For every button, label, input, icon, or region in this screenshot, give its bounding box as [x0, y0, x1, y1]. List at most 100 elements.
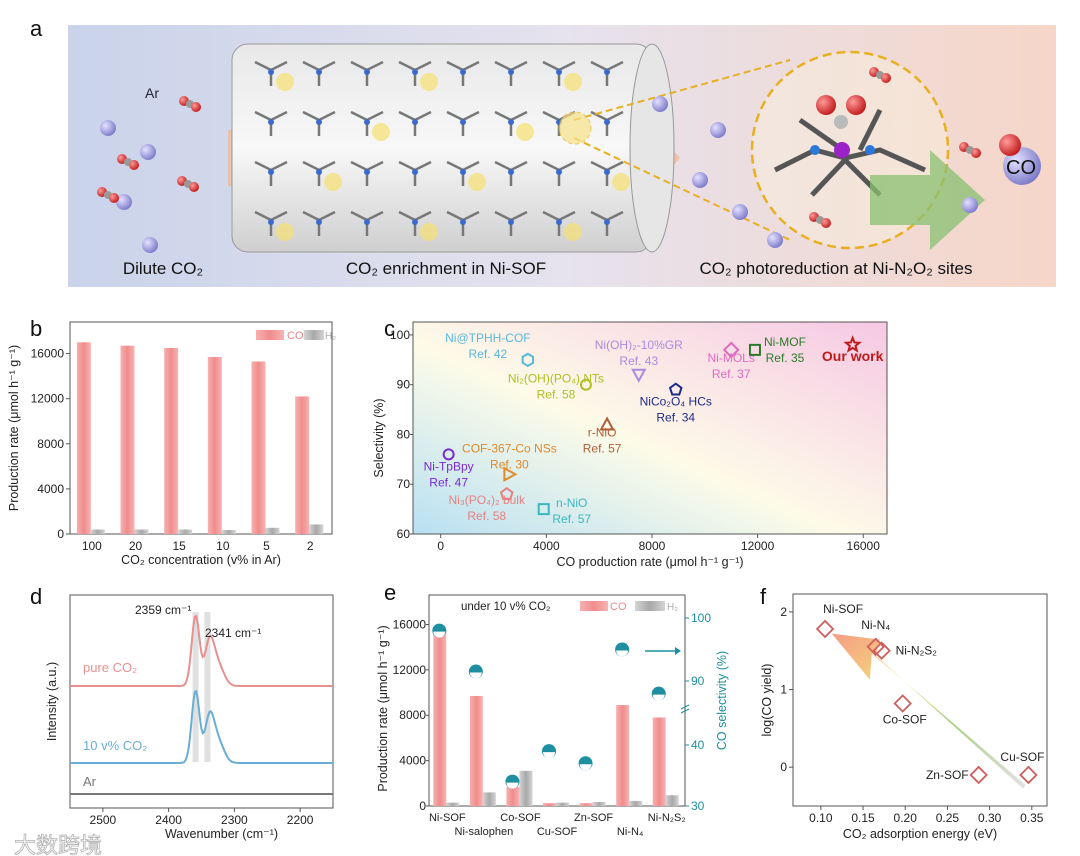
product-arrow — [870, 150, 985, 250]
legend-swatch-h2 — [635, 601, 665, 611]
y2-tick-label: 40 — [691, 738, 705, 752]
bar-h2 — [134, 529, 149, 534]
plot-frame — [792, 593, 1048, 807]
framework-metal-site — [268, 69, 274, 75]
framework-metal-site — [316, 169, 322, 175]
argon-atom — [732, 204, 748, 220]
bar-co — [543, 803, 556, 806]
framework-metal-site — [364, 119, 370, 125]
x-tick-label: Co-SOF — [500, 812, 541, 824]
x-axis-label: CO₂ adsorption energy (eV) — [843, 827, 997, 841]
caption-dilute-co2: Dilute CO₂ — [123, 259, 203, 278]
point-label: Ni₃(PO₄)₂ bulk — [449, 493, 526, 507]
y-axis-label: Production rate (μmol h⁻¹ g⁻¹) — [376, 625, 390, 791]
framework-metal-site — [556, 169, 562, 175]
x-axis-label: CO production rate (μmol h⁻¹ g⁻¹) — [556, 555, 743, 569]
marker-square — [537, 503, 550, 516]
panel-c-chart: 0 4000 8000 12000 16000 60 70 80 90 100 CO product… — [372, 321, 888, 569]
panel-label-c: c — [384, 316, 395, 341]
plot-frame — [69, 594, 334, 809]
x-tick-label: Ni-SOF — [429, 812, 466, 824]
y-tick-label: 70 — [397, 477, 411, 491]
caption-co2-photoreduction: CO₂ photoreduction at Ni-N₂O₂ sites — [699, 259, 972, 278]
selectivity-marker-half — [652, 694, 665, 701]
bar-co — [295, 396, 310, 534]
selectivity-marker-half — [579, 764, 592, 771]
bar-co — [579, 803, 593, 806]
plot-frame — [69, 321, 333, 535]
x-tick-label: Cu-SOF — [537, 826, 578, 838]
x-tick-label: 2 — [307, 539, 314, 553]
point-ref: Ref. 57 — [583, 442, 622, 456]
marker-triangle-down — [631, 368, 647, 383]
argon-atom — [142, 237, 158, 253]
framework-metal-site — [508, 69, 514, 75]
co2-oxygen — [971, 148, 981, 158]
data-point-diamond — [1019, 765, 1038, 785]
point-label: Ni₂(OH)(PO₄) NTs — [508, 372, 604, 386]
x-tick-label: 2500 — [90, 813, 117, 827]
x-tick-label: 20 — [129, 539, 143, 553]
y-tick-label: 12000 — [393, 663, 427, 677]
adsorbed-co2 — [468, 173, 486, 191]
watermark: 大数跨境 — [14, 833, 102, 856]
bar-co — [652, 717, 666, 806]
spectrum-line — [70, 614, 333, 687]
point-label: n-NiO — [556, 496, 587, 510]
x-tick-label: Ni-salophen — [455, 826, 514, 838]
marker-star — [843, 335, 862, 353]
co2-oxygen — [821, 218, 831, 228]
x-tick-label: 0.30 — [978, 811, 1002, 825]
adsorbed-co2 — [516, 123, 534, 141]
framework-metal-site — [316, 69, 322, 75]
data-point-diamond — [815, 619, 835, 639]
x-axis-label: Wavenumber (cm⁻¹) — [165, 827, 278, 841]
bar-co — [506, 786, 520, 806]
adsorbed-co2 — [564, 73, 582, 91]
x-tick-label: 2200 — [287, 813, 314, 827]
point-label: Ni-MOLs — [708, 351, 755, 365]
marker-circle — [579, 378, 592, 391]
y-tick-label: 8000 — [399, 708, 426, 722]
co-label: CO — [1006, 157, 1036, 179]
framework-metal-site — [460, 69, 466, 75]
x-tick-label: 2400 — [155, 813, 182, 827]
co-molecule-product: CO — [999, 134, 1041, 185]
argon-atom — [710, 122, 726, 138]
framework-metal-site — [316, 119, 322, 125]
legend-label-h2: H₂ — [325, 331, 336, 342]
x-tick-label: Ni-N₂S₂ — [648, 812, 686, 824]
ar-label: Ar — [145, 85, 159, 101]
legend-label-co: CO — [610, 601, 627, 613]
y-tick-label: 0 — [419, 799, 426, 813]
selectivity-marker-half — [433, 631, 446, 638]
y-tick-label: 80 — [397, 427, 411, 441]
x-axis-label: CO₂ concentration (v% in Ar) — [121, 553, 281, 567]
panel-e-chart: 0 4000 8000 12000 16000 30 40 90 100 Production r… — [376, 594, 729, 838]
plot-frame — [412, 321, 888, 535]
panel-label-b: b — [30, 316, 42, 341]
marker-pentagon — [499, 486, 514, 501]
y-tick-label: 16000 — [31, 347, 65, 361]
co2-oxygen — [189, 182, 199, 192]
x-tick-label: 0.10 — [809, 811, 833, 825]
point-ref: Ref. 47 — [429, 475, 468, 489]
framework-metal-site — [604, 69, 610, 75]
y2-tick-label: 30 — [691, 799, 705, 813]
bar-h2 — [592, 802, 606, 806]
bar-h2 — [665, 795, 679, 806]
x-tick-label: 0.35 — [1020, 811, 1044, 825]
marker-triangle-right — [503, 466, 518, 482]
x-tick-label: 15 — [172, 539, 186, 553]
bar-co — [164, 347, 179, 534]
legend-swatch-co — [580, 601, 608, 611]
adsorbed-co2 — [420, 73, 438, 91]
argon-atom — [652, 96, 668, 112]
x-tick-label: 0.15 — [851, 811, 875, 825]
framework-metal-site — [604, 119, 610, 125]
bar-h2 — [519, 770, 533, 806]
bar-h2 — [221, 530, 236, 534]
bar-h2 — [90, 529, 105, 534]
point-label: Ni-N₄ — [861, 618, 890, 632]
